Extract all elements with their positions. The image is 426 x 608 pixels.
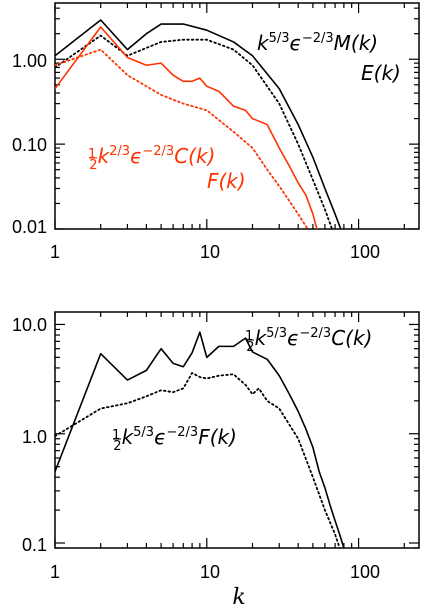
bottom-series-line-C — [55, 331, 345, 548]
top-series-line-M — [55, 19, 342, 229]
top-y-tick-label-1: 1.00 — [12, 51, 47, 71]
bottom-y-tick-label-1: 1.0 — [22, 427, 47, 447]
bottom-plot-frame — [54, 311, 420, 549]
top-panel: 1 10 100 1.00 0.10 0.01 k5/3ϵ−2/3M(k) E(… — [12, 2, 420, 262]
bottom-x-tick-label-10: 10 — [200, 562, 220, 582]
top-series-line-F — [55, 48, 309, 229]
series-label-bottom-F: 1 2k5/3ϵ−2/3F(k) — [112, 425, 237, 454]
bottom-series — [55, 331, 345, 548]
top-y-tick-label-0.1: 0.10 — [12, 135, 47, 155]
x-axis-title: k — [232, 585, 245, 608]
bottom-ticks — [54, 312, 419, 549]
top-series — [55, 19, 342, 229]
bottom-series-line-F — [55, 372, 341, 548]
top-plot-frame — [54, 2, 420, 230]
top-x-tick-label-10: 10 — [200, 242, 220, 262]
top-ticks — [54, 3, 419, 230]
top-y-tick-label-0.01: 0.01 — [12, 217, 47, 237]
bottom-y-tick-label-10: 10.0 — [12, 315, 47, 335]
bottom-x-tick-label-100: 100 — [350, 562, 380, 582]
series-label-F: F(k) — [207, 169, 246, 193]
series-label-bottom-C: 1 2k5/3ϵ−2/3C(k) — [245, 326, 372, 355]
top-series-line-E — [55, 34, 334, 229]
top-series-line-C — [55, 26, 318, 229]
series-label-M: k5/3ϵ−2/3M(k) — [257, 31, 378, 55]
series-label-E: E(k) — [361, 61, 401, 85]
bottom-y-tick-label-0.1: 0.1 — [22, 535, 47, 555]
top-x-tick-label-100: 100 — [350, 242, 380, 262]
top-x-tick-label-1: 1 — [50, 242, 60, 262]
bottom-x-tick-label-1: 1 — [50, 562, 60, 582]
series-label-C: 1 2k2/3ϵ−2/3C(k) — [88, 144, 215, 173]
